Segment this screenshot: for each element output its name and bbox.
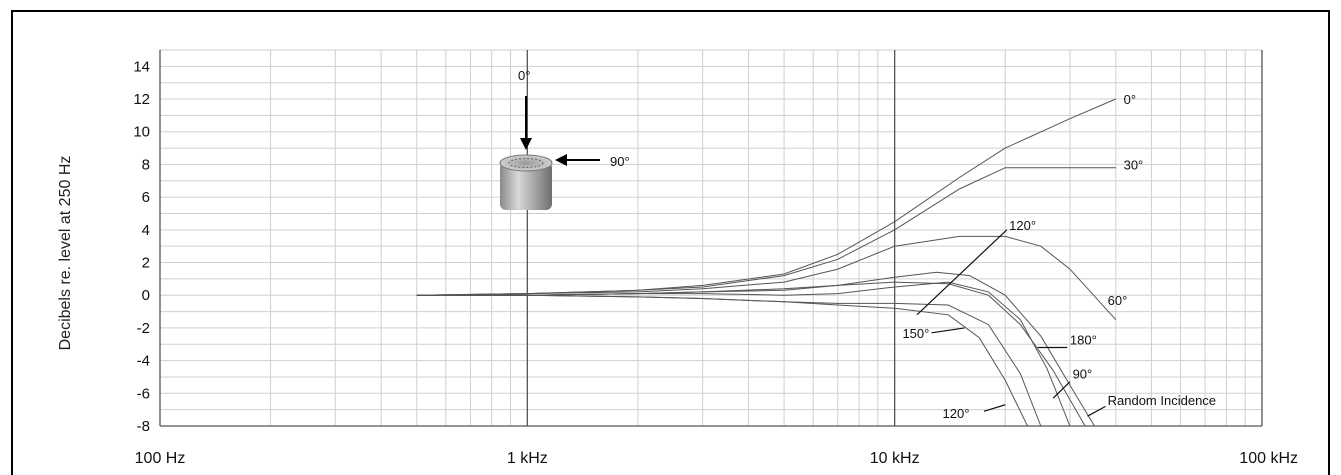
annotation-label: 120° bbox=[1009, 218, 1036, 233]
y-tick-label: 2 bbox=[142, 255, 150, 272]
y-tick-label: 4 bbox=[142, 222, 150, 239]
series-line bbox=[416, 167, 1116, 296]
arrow-top-label: 0° bbox=[518, 68, 530, 83]
annotation-label: 60° bbox=[1108, 293, 1128, 308]
annotation-label: Random Incidence bbox=[1108, 393, 1216, 408]
y-tick-label: 14 bbox=[133, 58, 150, 75]
annotation-label: 150° bbox=[902, 326, 929, 341]
x-tick-label: 10 kHz bbox=[870, 450, 920, 467]
microphone-icon bbox=[500, 162, 552, 210]
chart-frame bbox=[11, 10, 1330, 475]
x-tick-label: 100 Hz bbox=[135, 450, 186, 467]
x-tick-label: 1 kHz bbox=[507, 450, 548, 467]
y-tick-label: -2 bbox=[137, 320, 150, 337]
annotation-label: 30° bbox=[1124, 157, 1144, 172]
microphone-inset: 0° 90° bbox=[499, 68, 630, 210]
y-tick-label: 10 bbox=[133, 124, 150, 141]
y-tick-label: 6 bbox=[142, 189, 150, 206]
leader-line bbox=[916, 229, 1008, 316]
y-tick-label: 0 bbox=[142, 287, 150, 304]
leader-line bbox=[983, 404, 1006, 412]
y-tick-label: -6 bbox=[137, 385, 150, 402]
leader-line bbox=[931, 327, 965, 334]
annotation-label: 120° bbox=[943, 406, 970, 421]
annotations: 0° 30° 120° 60° 150° 180° 90° Random Incidence 1… bbox=[902, 92, 1216, 421]
arrow-side-label: 90° bbox=[610, 154, 630, 169]
leader-line bbox=[1052, 381, 1071, 399]
series-line bbox=[416, 235, 1117, 321]
grid bbox=[159, 49, 1263, 427]
annotation-label: 90° bbox=[1073, 367, 1093, 382]
leader-line bbox=[1087, 405, 1106, 417]
y-axis-label: Decibels re. level at 250 Hz bbox=[57, 156, 74, 351]
annotation-leaders bbox=[916, 229, 1106, 417]
annotation-label: 0° bbox=[1124, 92, 1136, 107]
y-tick-label: -4 bbox=[137, 353, 150, 370]
y-tick-label: -8 bbox=[137, 418, 150, 435]
series-line bbox=[416, 281, 1071, 427]
series-curves bbox=[416, 98, 1117, 427]
series-line bbox=[416, 281, 1086, 427]
series-line bbox=[416, 294, 1028, 427]
annotation-label: 180° bbox=[1070, 332, 1097, 347]
y-tick-label: 12 bbox=[133, 91, 150, 108]
y-tick-labels: 14 12 10 8 6 4 2 0 -2 -4 -6 -8 bbox=[133, 58, 150, 435]
y-tick-label: 8 bbox=[142, 156, 150, 173]
x-tick-label: 100 kHz bbox=[1239, 450, 1298, 467]
x-tick-labels: 100 Hz 1 kHz 10 kHz 100 kHz bbox=[135, 450, 1298, 467]
